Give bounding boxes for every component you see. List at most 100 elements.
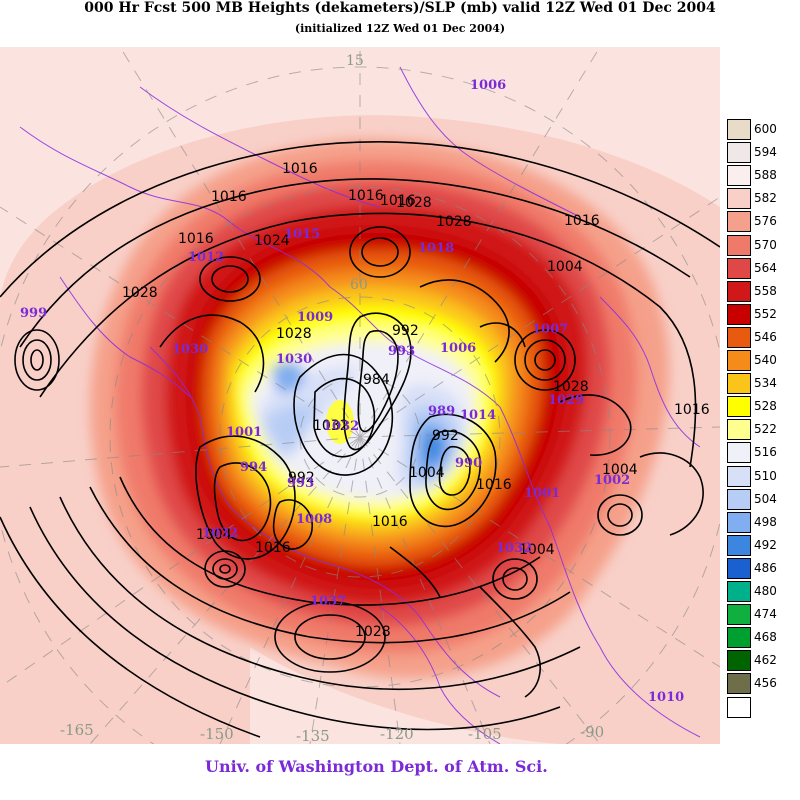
slp-label-purple: 1029 (548, 393, 584, 408)
legend-swatch (727, 581, 751, 602)
slp-label-black: 1016 (255, 540, 291, 556)
slp-label-black: 1004 (409, 465, 445, 481)
legend-row: 546 (727, 326, 787, 349)
legend-swatch (727, 604, 751, 626)
legend-label: 510 (754, 468, 777, 483)
legend-swatch (727, 396, 751, 418)
lon-label: -120 (380, 725, 414, 743)
legend-swatch (727, 373, 751, 395)
slp-label-black: 992 (392, 323, 419, 339)
slp-label-black: 1004 (519, 542, 555, 558)
legend-row: 456 (727, 673, 787, 695)
legend-row: 540 (727, 350, 787, 372)
slp-label-black: 1028 (276, 326, 312, 342)
slp-label-purple: 1006 (440, 341, 476, 356)
slp-label-black: 1016 (564, 213, 600, 229)
legend-row: 570 (727, 234, 787, 257)
slp-label-black: 1024 (254, 233, 290, 249)
slp-label-purple: 1018 (418, 241, 454, 256)
legend-swatch (727, 673, 751, 695)
legend-swatch (727, 488, 751, 510)
slp-label-purple: 994 (240, 460, 267, 475)
legend-row: 588 (727, 165, 787, 187)
slp-label-purple: 1032 (496, 541, 532, 556)
legend-swatch (727, 165, 751, 187)
legend-label: 492 (754, 537, 777, 552)
legend-label: 456 (754, 676, 777, 691)
legend-row: 486 (727, 557, 787, 580)
isobars (0, 141, 720, 738)
slp-label-purple: 1001 (226, 425, 262, 440)
legend-swatch (727, 234, 751, 256)
legend-label: 486 (754, 560, 777, 575)
map-title: 000 Hr Fcst 500 MB Heights (dekameters)/… (84, 0, 716, 16)
slp-label-black: 1016 (282, 161, 318, 177)
credit-text: Univ. of Washington Dept. of Atm. Sci. (205, 757, 548, 776)
lon-label: -105 (468, 725, 502, 743)
legend-swatch (727, 303, 751, 325)
slp-label-black: 1016 (211, 189, 247, 205)
legend-label: 600 (754, 122, 777, 136)
legend-label: 558 (754, 283, 777, 298)
legend-label: 588 (754, 168, 777, 183)
slp-label-purple: 1015 (284, 227, 320, 242)
legend-label: 504 (754, 491, 777, 506)
slp-labels-purple: 1006 999 1012 1015 1018 1030 1007 1009 1… (20, 78, 684, 705)
legend-label: 552 (754, 306, 777, 321)
legend-row (727, 696, 787, 719)
legend-row: 564 (727, 257, 787, 280)
slp-label-black: 1032 (313, 418, 349, 434)
slp-label-black: 1016 (380, 193, 416, 209)
legend-row: 534 (727, 373, 787, 395)
legend-swatch (727, 511, 751, 533)
legend-row: 492 (727, 534, 787, 557)
legend-swatch (727, 119, 751, 140)
slp-label-purple: 993 (287, 476, 314, 491)
legend-row: 528 (727, 396, 787, 418)
slp-label-purple: 1032 (323, 419, 359, 434)
legend-swatch (727, 188, 751, 210)
slp-label-purple: 1014 (460, 408, 496, 423)
slp-label-black: 1004 (196, 527, 232, 543)
slp-label-purple: 990 (455, 456, 482, 471)
lon-label: -135 (296, 727, 330, 744)
slp-label-purple: 1030 (172, 342, 208, 357)
legend-swatch (727, 465, 751, 487)
slp-label-black: 1016 (178, 231, 214, 247)
legend-row: 468 (727, 627, 787, 649)
lat-labels: 15 60 (346, 53, 368, 293)
slp-label-purple: 1002 (594, 473, 630, 488)
legend-swatch (727, 534, 751, 556)
slp-label-purple: 1008 (296, 512, 332, 527)
legend-label: 462 (754, 653, 777, 668)
legend-row: 498 (727, 511, 787, 534)
legend-label: 570 (754, 237, 777, 252)
lat-label: 60 (350, 277, 368, 293)
legend-swatch (727, 419, 751, 441)
height-fill-504-west (265, 403, 318, 455)
legend-label: 528 (754, 399, 777, 414)
slp-label-black: 1004 (547, 259, 583, 275)
legend-row: 582 (727, 188, 787, 210)
lon-label: -150 (200, 725, 234, 743)
slp-label-black: 1016 (476, 477, 512, 493)
slp-label-purple: 1030 (276, 352, 312, 367)
legend-row: 474 (727, 604, 787, 626)
legend-row: 600 (727, 119, 787, 141)
legend-label: 480 (754, 584, 777, 598)
slp-label-black: 1028 (436, 214, 472, 230)
legend-row: 522 (727, 419, 787, 441)
legend-label: 540 (754, 353, 777, 367)
color-legend: 600 594 588 582 576 570 564 558 552 546 540 534 528 5… (727, 119, 787, 721)
slp-label-purple: 1012 (188, 250, 224, 265)
slp-label-black: 1016 (372, 514, 408, 530)
slp-label-black: 1028 (122, 285, 158, 301)
legend-row: 504 (727, 488, 787, 511)
legend-swatch (727, 142, 751, 164)
graticule (0, 47, 720, 744)
legend-label: 522 (754, 422, 777, 437)
legend-swatch (727, 350, 751, 371)
lat-label: 15 (346, 53, 364, 69)
legend-swatch (727, 326, 751, 348)
legend-swatch (727, 280, 751, 302)
